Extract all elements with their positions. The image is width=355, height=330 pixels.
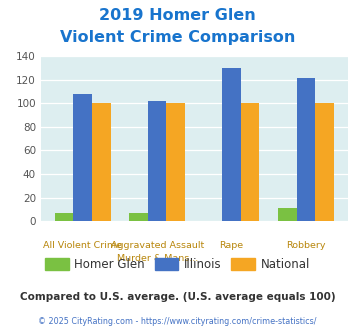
Bar bbox=[73, 94, 92, 221]
Text: Compared to U.S. average. (U.S. average equals 100): Compared to U.S. average. (U.S. average … bbox=[20, 292, 335, 302]
Bar bbox=[55, 213, 73, 221]
Bar bbox=[315, 103, 334, 221]
Bar bbox=[166, 103, 185, 221]
Bar bbox=[241, 103, 260, 221]
Bar bbox=[92, 103, 111, 221]
Text: Robbery: Robbery bbox=[286, 241, 326, 249]
Text: © 2025 CityRating.com - https://www.cityrating.com/crime-statistics/: © 2025 CityRating.com - https://www.city… bbox=[38, 317, 317, 326]
Bar bbox=[148, 101, 166, 221]
Text: All Violent Crime: All Violent Crime bbox=[43, 241, 122, 249]
Text: Violent Crime Comparison: Violent Crime Comparison bbox=[60, 30, 295, 45]
Text: Rape: Rape bbox=[219, 241, 244, 249]
Bar bbox=[222, 68, 241, 221]
Bar bbox=[278, 208, 297, 221]
Text: Murder & Mans...: Murder & Mans... bbox=[116, 254, 198, 263]
Text: 2019 Homer Glen: 2019 Homer Glen bbox=[99, 8, 256, 23]
Legend: Homer Glen, Illinois, National: Homer Glen, Illinois, National bbox=[40, 253, 315, 276]
Bar bbox=[129, 213, 148, 221]
Text: Aggravated Assault: Aggravated Assault bbox=[110, 241, 204, 249]
Bar bbox=[297, 79, 315, 221]
